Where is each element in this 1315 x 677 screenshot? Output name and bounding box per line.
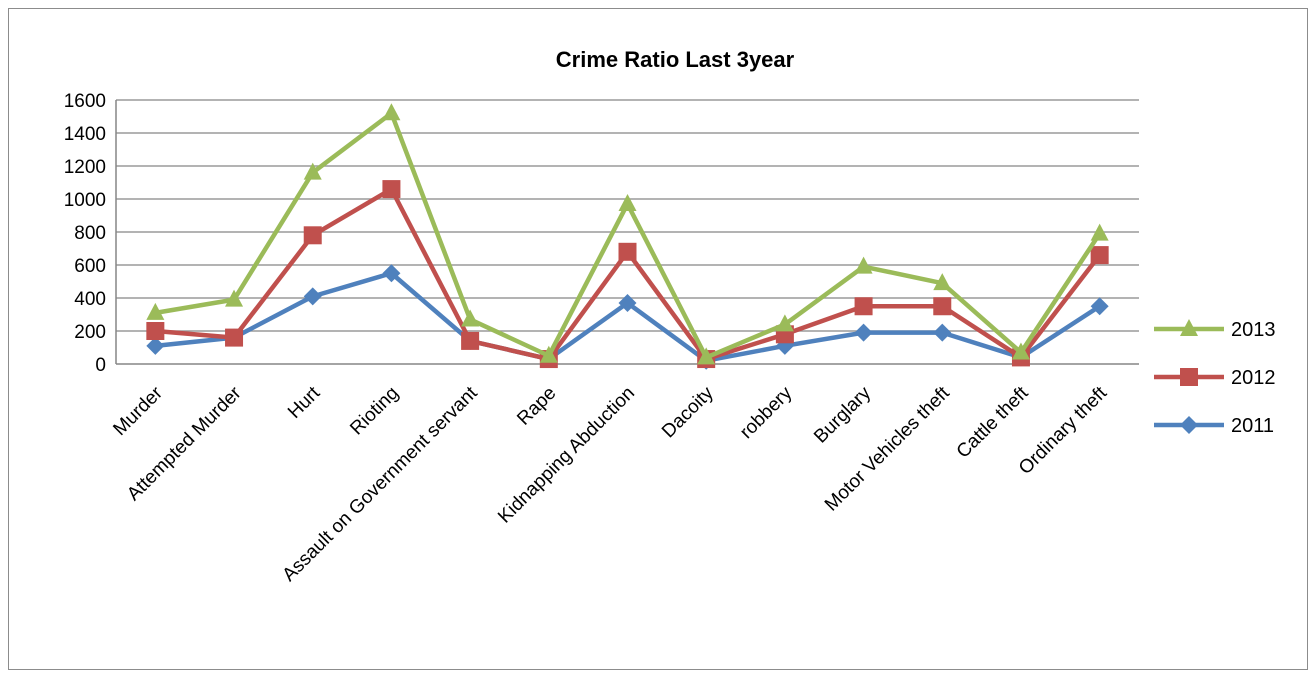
series-line-2013 — [154, 110, 1102, 360]
x-category-label: Rioting — [346, 383, 403, 440]
x-category-label: Burglary — [810, 382, 875, 447]
data-point-2012 — [225, 328, 244, 347]
legend-label: 2011 — [1231, 415, 1274, 437]
data-point-2013 — [146, 302, 165, 320]
legend: 2013 2012 2011 — [1154, 319, 1276, 437]
x-category-label: Murder — [109, 382, 167, 440]
series-2013 — [146, 103, 1109, 365]
data-point-2011 — [303, 287, 322, 306]
y-tick-label: 1600 — [64, 91, 106, 112]
x-category-label: Cattle theft — [953, 382, 1033, 462]
legend-marker-2012 — [1180, 368, 1198, 386]
gridlines — [115, 99, 1139, 365]
data-point-2011 — [1090, 297, 1109, 316]
legend-entry-2013: 2013 — [1154, 319, 1276, 341]
y-tick-label: 200 — [74, 322, 106, 343]
y-tick-label: 1000 — [64, 190, 106, 211]
y-tick-label: 0 — [95, 355, 106, 376]
data-point-2012 — [1090, 246, 1109, 265]
data-point-2012 — [382, 180, 401, 199]
data-point-2013 — [303, 162, 322, 180]
data-point-2012 — [461, 331, 480, 350]
data-point-2013 — [539, 345, 558, 363]
data-point-2011 — [933, 323, 952, 342]
data-point-2012 — [146, 322, 165, 340]
data-point-2011 — [854, 323, 873, 342]
y-tick-label: 1200 — [64, 157, 106, 178]
data-point-2013 — [1090, 223, 1109, 241]
series-2012 — [146, 180, 1109, 369]
line-chart: Crime Ratio Last 3year 0 200 400 600 800 1000… — [64, 47, 1276, 586]
series-2011 — [146, 264, 1109, 370]
x-category-label: robbery — [736, 382, 797, 443]
legend-label: 2012 — [1231, 367, 1276, 389]
y-tick-label: 400 — [74, 289, 106, 310]
x-category-label: Rape — [513, 383, 560, 430]
y-tick-label: 800 — [74, 223, 106, 244]
x-category-label: Hurt — [284, 382, 325, 423]
chart-title: Crime Ratio Last 3year — [556, 47, 795, 72]
data-point-2013 — [775, 314, 794, 332]
data-point-2013 — [854, 256, 873, 274]
data-point-2013 — [461, 309, 480, 327]
data-point-2013 — [382, 103, 401, 121]
data-point-2013 — [618, 193, 637, 211]
chart-frame: Crime Ratio Last 3year 0 200 400 600 800 1000… — [8, 8, 1308, 670]
data-point-2013 — [697, 347, 716, 365]
y-axis-ticks: 0 200 400 600 800 1000 1200 1400 1600 — [64, 91, 106, 376]
legend-marker-2011 — [1180, 416, 1198, 434]
data-point-2012 — [854, 297, 873, 316]
data-point-2013 — [225, 289, 244, 307]
data-point-2012 — [618, 242, 637, 261]
data-point-2013 — [1011, 342, 1030, 360]
data-point-2012 — [933, 297, 952, 316]
legend-entry-2012: 2012 — [1154, 367, 1276, 389]
data-point-2011 — [618, 293, 637, 312]
legend-label: 2013 — [1231, 319, 1276, 341]
series-line-2012 — [155, 186, 1102, 362]
y-tick-label: 600 — [74, 256, 106, 277]
x-category-label: Dacoity — [658, 382, 718, 442]
data-point-2012 — [303, 226, 322, 245]
data-point-2011 — [146, 336, 165, 355]
legend-entry-2011: 2011 — [1154, 415, 1274, 437]
x-category-label: Kidnapping Abduction — [494, 383, 639, 528]
legend-marker-2013 — [1180, 319, 1198, 336]
data-point-2013 — [933, 273, 952, 291]
series-lines — [146, 103, 1109, 370]
y-tick-label: 1400 — [64, 124, 106, 145]
data-point-2011 — [382, 264, 401, 283]
